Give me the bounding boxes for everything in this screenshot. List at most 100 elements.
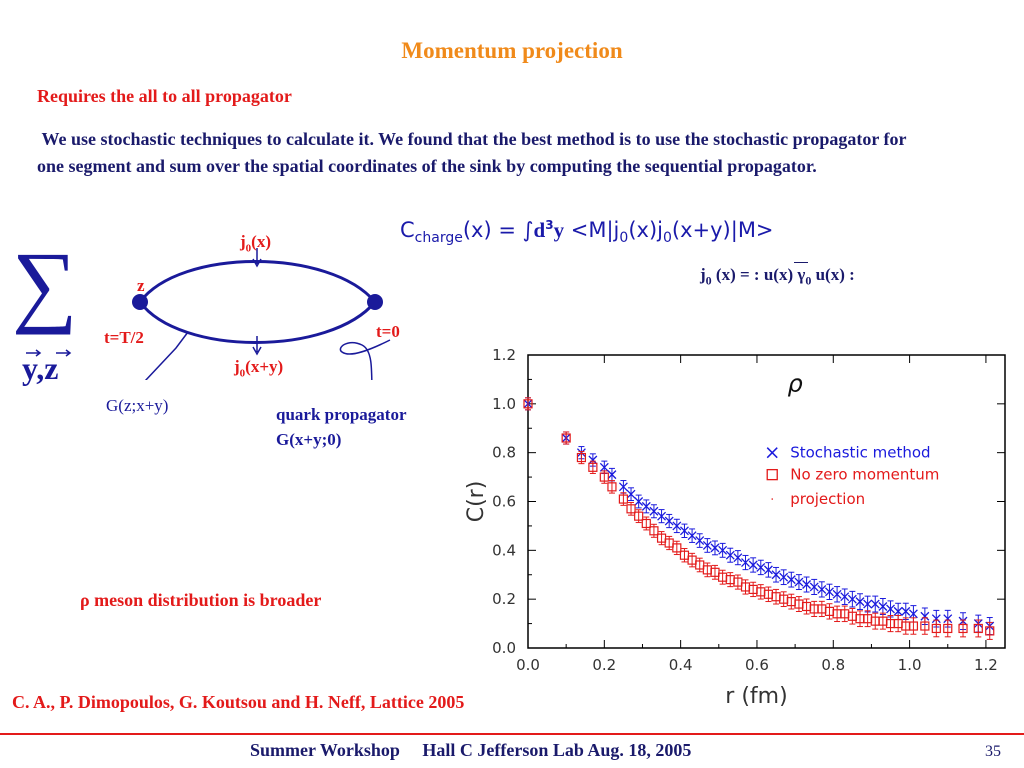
data-point-stochastic — [664, 516, 674, 526]
data-point-stochastic — [779, 572, 789, 582]
data-point-stochastic — [809, 582, 819, 592]
legend-marker-nozero — [766, 468, 778, 481]
data-point-nozero — [618, 494, 628, 504]
x-tick-label: 0.8 — [821, 656, 845, 674]
data-point-nozero — [733, 577, 743, 587]
data-point-stochastic — [931, 614, 941, 624]
data-point-stochastic — [908, 609, 918, 619]
lower-propagator-arc — [138, 301, 377, 344]
data-point-nozero — [641, 518, 651, 529]
current-sub: 0 — [705, 273, 712, 288]
y-tick-label: 0.2 — [492, 590, 516, 608]
formula-b: <M|j — [564, 218, 620, 242]
formula-sub: charge — [414, 230, 463, 247]
propagator-diagram — [132, 248, 391, 380]
data-point-nozero — [931, 623, 941, 634]
data-point-stochastic — [847, 594, 857, 604]
legend-label-projection: projection — [790, 490, 865, 508]
y-axis-label: C(r) — [464, 481, 489, 523]
vector-arrows — [26, 349, 72, 357]
data-point-stochastic — [786, 575, 796, 585]
data-point-nozero — [679, 550, 690, 560]
data-point-stochastic — [771, 570, 781, 580]
data-point-nozero — [588, 462, 598, 472]
x-tick-label: 0.2 — [592, 656, 616, 674]
data-point-nozero — [973, 623, 983, 634]
y-tick-label: 0.6 — [492, 493, 516, 511]
left-pointer — [144, 331, 189, 380]
formula-sub2: 0 — [619, 230, 629, 247]
data-point-nozero — [607, 482, 617, 492]
x-tick-label: 0.4 — [669, 656, 693, 674]
formula-sub3: 0 — [662, 230, 672, 247]
legend-label-nozero: No zero momentum — [790, 466, 939, 484]
data-point-stochastic — [702, 540, 712, 550]
formula-c: C — [400, 218, 415, 242]
data-point-nozero — [561, 433, 571, 443]
right-pointer — [339, 339, 391, 380]
current-b: (x) = : u(x) γ — [711, 265, 806, 284]
data-point-stochastic — [710, 543, 720, 553]
sigma-symbol: ∑ — [12, 233, 78, 335]
data-point-stochastic — [649, 506, 659, 516]
y-tick-label: 0.4 — [492, 541, 516, 559]
correlation-chart: 0.0 0.2 0.4 0.6 0.8 1.0 1.2 0.0 0.2 0.4 0.6 0.8 1.0 1… — [464, 346, 1006, 709]
data-point-stochastic — [920, 611, 930, 621]
slide-title: Momentum projection — [401, 38, 623, 63]
chart-annotation: ρ — [787, 370, 802, 398]
data-point-nozero — [920, 621, 930, 631]
y-tick-label: 0.8 — [492, 444, 516, 462]
data-point-nozero — [908, 621, 919, 631]
page-number: 35 — [985, 743, 1001, 760]
data-point-nozero — [958, 623, 968, 634]
subtitle: Requires the all to all propagator — [37, 86, 292, 106]
formula-y: y — [553, 218, 565, 242]
data-point-stochastic — [607, 470, 617, 480]
data-point-stochastic — [840, 592, 850, 602]
data-point-stochastic — [817, 584, 827, 594]
left-propagator-label: G(z;x+y) — [106, 396, 169, 415]
data-point-nozero — [943, 623, 953, 634]
sum-variables: y,z — [22, 350, 59, 386]
data-point-stochastic — [748, 560, 758, 570]
current-a: j — [700, 265, 706, 284]
data-point-stochastic — [618, 482, 628, 492]
current-definition: j0 (x) = : u(x) γ0 u(x) : — [700, 265, 855, 288]
data-point-stochastic — [832, 589, 842, 599]
data-point-nozero — [626, 504, 636, 514]
data-point-stochastic — [672, 521, 682, 531]
y-tick-label: 1.2 — [492, 346, 516, 364]
data-point-nozero — [985, 626, 995, 636]
data-point-nozero — [599, 472, 609, 482]
current-c: u(x) : — [811, 265, 855, 284]
x-tick-label: 1.0 — [898, 656, 922, 674]
data-point-stochastic — [901, 606, 911, 616]
footer-text: Summer Workshop Hall C Jefferson Lab Aug… — [250, 740, 692, 760]
data-point-stochastic — [863, 599, 873, 609]
y-tick-label: 1.0 — [492, 395, 516, 413]
top-insertion-arrow — [252, 248, 262, 268]
data-point-stochastic — [687, 531, 697, 541]
x-tick-label: 0.0 — [516, 656, 540, 674]
data-point-stochastic — [657, 511, 667, 521]
data-point-nozero — [634, 511, 644, 521]
legend-label-stochastic: Stochastic method — [790, 444, 930, 462]
data-point-stochastic — [725, 550, 735, 560]
data-point-nozero — [664, 538, 674, 548]
data-point-stochastic — [825, 587, 834, 597]
data-point-nozero — [656, 533, 667, 543]
data-point-stochastic — [802, 580, 812, 589]
data-point-stochastic — [893, 606, 903, 616]
data-point-stochastic — [588, 455, 598, 465]
vertex-left — [132, 294, 148, 310]
data-point-nozero — [695, 560, 705, 570]
bar-overline — [794, 262, 808, 263]
data-point-stochastic — [626, 489, 636, 499]
data-point-stochastic — [634, 497, 644, 506]
x-axis-label: r (fm) — [725, 684, 787, 709]
time-right-label: t=0 — [376, 322, 400, 341]
rho-note: ρ meson distribution is broader — [80, 590, 322, 610]
formula-d2: (x+y)|M> — [671, 218, 774, 242]
right-propagator-label-2: G(x+y;0) — [276, 430, 342, 449]
data-point-nozero — [687, 555, 697, 565]
